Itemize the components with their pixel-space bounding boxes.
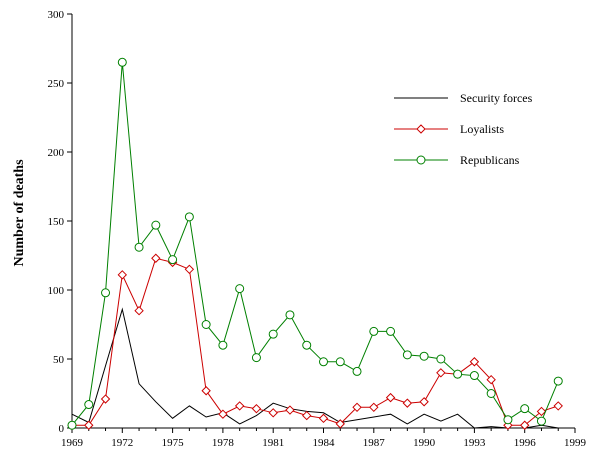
x-tick-label: 1975 — [162, 437, 185, 449]
data-point — [302, 340, 312, 350]
legend-swatch-marker — [416, 155, 426, 165]
y-tick-label: 150 — [48, 216, 65, 228]
data-point — [184, 212, 194, 222]
data-point — [369, 402, 379, 413]
legend-label: Republicans — [460, 153, 520, 167]
x-tick-label: 1984 — [313, 437, 336, 449]
data-point — [369, 326, 379, 336]
data-point — [536, 416, 546, 426]
data-point — [486, 389, 496, 398]
x-tick-label: 1990 — [413, 437, 436, 449]
data-point — [184, 264, 195, 275]
data-point — [335, 357, 345, 367]
data-point — [218, 340, 228, 350]
y-axis-title: Number of deaths — [12, 159, 27, 267]
y-tick-label: 250 — [48, 78, 65, 90]
x-tick-label: 1972 — [111, 437, 133, 449]
data-point — [100, 394, 111, 404]
data-point — [469, 371, 479, 381]
data-point — [436, 354, 446, 364]
data-point — [67, 420, 77, 430]
x-tick-label: 1987 — [363, 437, 386, 449]
data-point — [134, 242, 144, 252]
data-point — [469, 357, 480, 367]
data-point — [519, 420, 530, 430]
data-point — [201, 386, 211, 396]
data-point — [352, 402, 362, 413]
y-tick-label: 200 — [48, 147, 65, 159]
data-point — [251, 353, 261, 363]
x-tick-label: 1969 — [61, 437, 84, 449]
legend-item: Security forces — [394, 91, 533, 105]
data-point — [234, 401, 245, 411]
legend-label: Loyalists — [460, 122, 504, 136]
x-tick-label: 1996 — [514, 437, 537, 449]
data-point — [151, 253, 161, 263]
data-point — [520, 404, 530, 414]
data-point — [268, 329, 278, 339]
data-point — [168, 255, 178, 265]
data-point — [302, 410, 312, 421]
legend-swatch-marker — [416, 124, 426, 134]
data-point — [419, 351, 429, 361]
series-line — [71, 307, 559, 429]
x-tick-label: 1999 — [564, 437, 587, 449]
x-tick-label: 1993 — [463, 437, 486, 449]
data-point — [386, 326, 396, 336]
legend-item: Loyalists — [394, 122, 504, 136]
data-point — [134, 305, 144, 316]
series-republicans — [67, 57, 563, 430]
series-line — [72, 257, 559, 426]
x-tick-label: 1981 — [262, 437, 284, 449]
data-point — [352, 366, 362, 376]
y-tick-label: 100 — [48, 285, 65, 297]
data-point — [251, 403, 262, 414]
data-point — [486, 374, 496, 385]
data-point — [419, 397, 429, 407]
data-point — [402, 350, 412, 360]
series-loyalists — [67, 253, 563, 430]
data-point — [402, 398, 413, 408]
data-point — [201, 320, 211, 329]
x-tick-label: 1978 — [212, 437, 235, 449]
data-point — [285, 405, 295, 415]
data-point — [536, 406, 547, 417]
y-tick-label: 50 — [53, 354, 65, 366]
series-line — [71, 62, 559, 426]
chart-legend: Security forces Loyalists Republicans — [394, 91, 533, 167]
data-point — [503, 415, 513, 425]
data-point — [553, 401, 563, 411]
data-point — [101, 288, 111, 298]
data-point — [218, 409, 228, 419]
data-point — [436, 368, 446, 378]
legend-item: Republicans — [394, 153, 520, 167]
data-point — [385, 392, 396, 403]
data-point — [319, 357, 328, 367]
data-point — [151, 220, 161, 230]
data-point — [335, 419, 345, 429]
data-point — [84, 400, 94, 410]
data-point — [117, 57, 127, 67]
data-point — [117, 270, 128, 280]
data-point — [84, 420, 94, 430]
series-security-forces — [71, 307, 559, 429]
y-tick-label: 0 — [59, 423, 65, 435]
data-point — [235, 284, 245, 294]
data-point — [553, 376, 563, 386]
chart-ticks: 0 50 100 150 200 250 300 1969 1972 1975 1978 1981 19… — [48, 9, 587, 449]
data-point — [285, 310, 295, 320]
data-point — [268, 408, 278, 418]
data-point — [318, 413, 329, 424]
y-tick-label: 300 — [48, 9, 65, 21]
legend-label: Security forces — [460, 91, 533, 105]
data-point — [453, 369, 463, 379]
chart-series — [67, 57, 563, 430]
